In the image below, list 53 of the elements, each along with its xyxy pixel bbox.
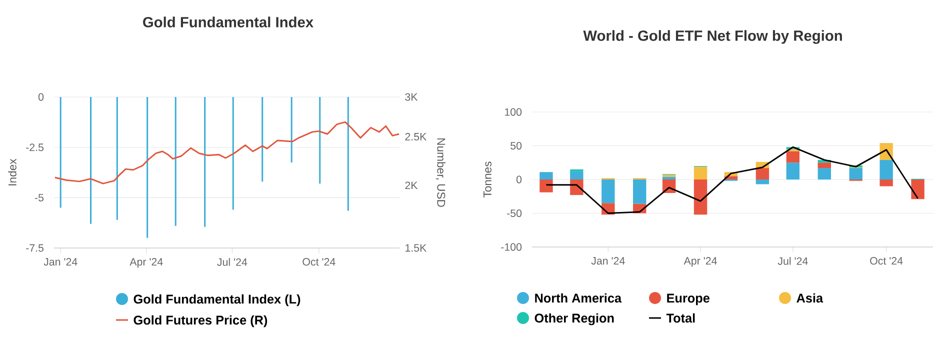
bar xyxy=(818,162,831,168)
y-axis-title: Tonnes xyxy=(484,162,492,198)
x-tick-label: Jul '24 xyxy=(778,257,808,265)
line-series xyxy=(545,146,919,214)
chart-title: Gold Fundamental Index xyxy=(143,16,314,28)
bar xyxy=(880,180,893,186)
y2-tick-label: 3K xyxy=(405,93,418,101)
bar xyxy=(540,172,553,180)
bar xyxy=(786,162,800,180)
bar xyxy=(540,180,553,192)
y-tick-label: -7.5 xyxy=(26,244,44,252)
bar xyxy=(694,166,708,180)
y-tick-label: -100 xyxy=(501,243,522,251)
x-tick-label: Jul '24 xyxy=(217,258,248,266)
y-tick-label: 0 xyxy=(38,93,44,101)
legend-label: Asia xyxy=(796,293,824,303)
bar xyxy=(818,168,831,180)
y-axis-title: Index xyxy=(8,158,16,186)
bar xyxy=(756,168,770,180)
legend-label: Europe xyxy=(667,294,710,306)
bar xyxy=(756,180,770,184)
bar xyxy=(911,180,924,200)
bar xyxy=(849,168,862,180)
legend-label: North America xyxy=(535,293,622,303)
y2-tick-label: 2.5K xyxy=(405,132,427,140)
x-tick-label: Oct '24 xyxy=(302,258,336,266)
bar xyxy=(633,180,646,204)
legend-label: Total xyxy=(666,313,695,323)
y-tick-label: 0 xyxy=(516,176,522,184)
chart-title: World - Gold ETF Net Flow by Region xyxy=(583,30,842,44)
y-tick-label: -5 xyxy=(34,194,44,202)
y-tick-label: 100 xyxy=(505,108,522,116)
y2-tick-label: 2K xyxy=(405,182,418,190)
y2-tick-label: 1.5K xyxy=(406,244,427,252)
x-tick-label: Jan '24 xyxy=(44,258,78,266)
y-tick-label: -50 xyxy=(507,209,522,218)
legend-label: Gold Fundamental Index (L) xyxy=(134,294,300,306)
legend-label: Gold Futures Price (R) xyxy=(134,315,268,328)
x-tick-label: Apr '24 xyxy=(130,258,163,268)
x-tick-label: Jan '24 xyxy=(591,257,625,265)
bar xyxy=(602,180,615,204)
bar xyxy=(694,180,708,215)
y2-axis-title: Number, USD xyxy=(436,138,446,207)
y-tick-label: -2.5 xyxy=(26,144,44,152)
bar xyxy=(662,176,676,180)
x-tick-label: Oct '24 xyxy=(870,257,903,265)
bar xyxy=(570,171,584,180)
y-tick-label: 50 xyxy=(510,142,522,150)
x-tick-label: Apr '24 xyxy=(684,257,717,267)
legend-label: Other Region xyxy=(534,313,614,326)
line-series xyxy=(54,121,400,184)
bar xyxy=(880,160,893,180)
bar xyxy=(786,151,800,163)
